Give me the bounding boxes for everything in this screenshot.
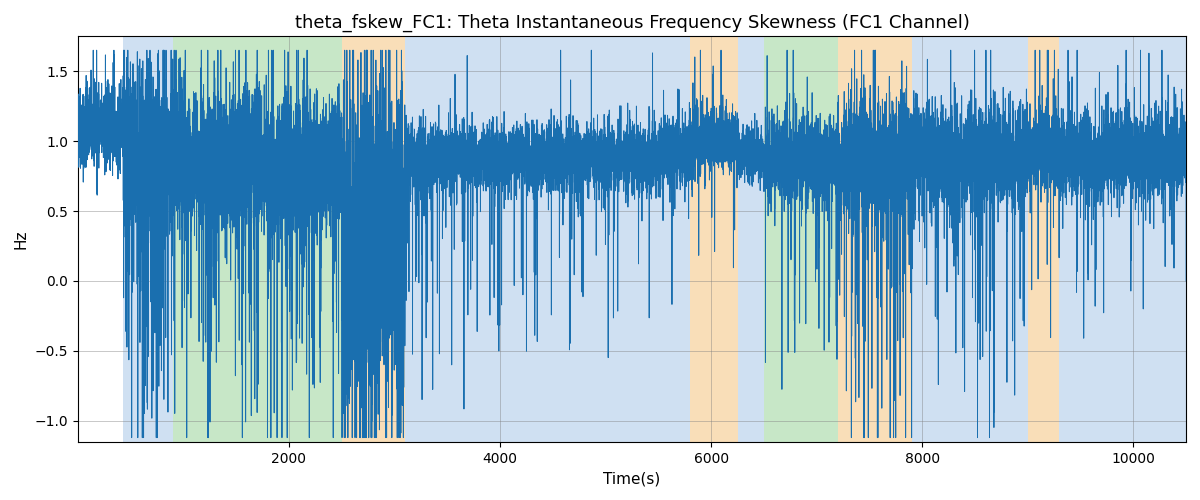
Bar [1060,36,1186,442]
Bar [342,36,406,442]
Y-axis label: Hz: Hz [14,230,29,249]
Bar [659,36,690,442]
Bar [690,36,738,442]
Bar [838,36,912,442]
Bar [1027,36,1060,442]
Bar [173,36,342,442]
X-axis label: Time(s): Time(s) [604,471,660,486]
Bar [912,36,1027,442]
Title: theta_fskew_FC1: Theta Instantaneous Frequency Skewness (FC1 Channel): theta_fskew_FC1: Theta Instantaneous Fre… [294,14,970,32]
Bar [124,36,173,442]
Bar [406,36,659,442]
Bar [764,36,838,442]
Bar [738,36,764,442]
